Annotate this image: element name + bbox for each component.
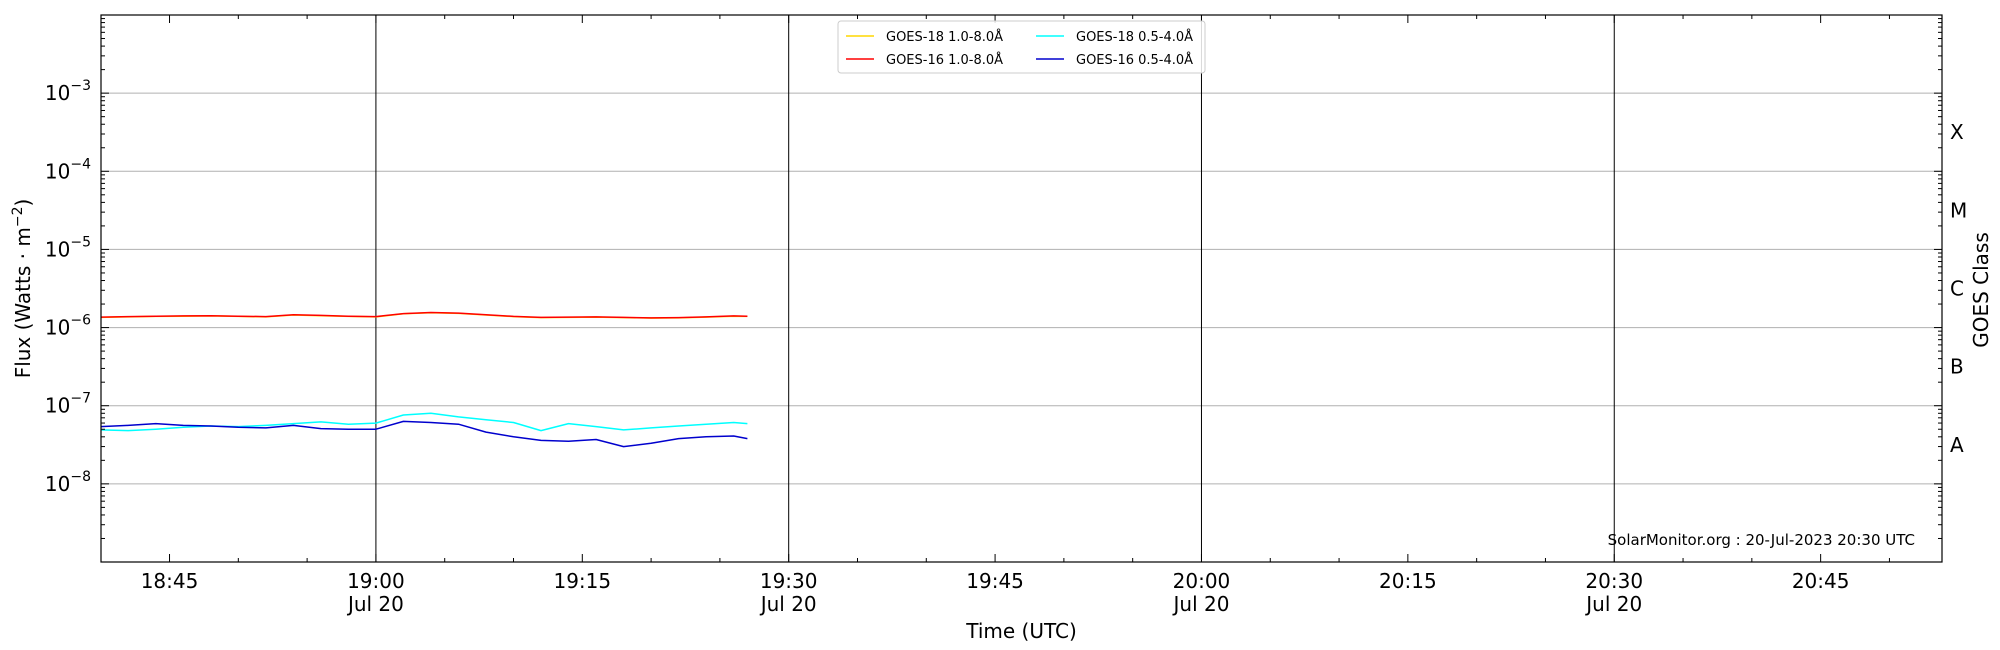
y-tick-exponent: −8 [70, 469, 91, 485]
goes-class-X: X [1950, 120, 1964, 144]
vertical-lines [375, 15, 1615, 562]
x-tick-label: 20:30 [1585, 569, 1643, 593]
y-tick-exponent: −5 [70, 234, 91, 250]
series-line-3 [100, 420, 748, 448]
legend-label-3: GOES-16 0.5-4.0Å [1076, 52, 1193, 68]
goes-class-labels: A B C M X [1950, 120, 1967, 457]
x-tick-label: 20:15 [1379, 569, 1437, 593]
goes-class-M: M [1950, 198, 1967, 222]
plot-frame [100, 14, 1943, 563]
y-tick-label: 10−4 [45, 156, 91, 183]
y-tick-label: 10−6 [45, 313, 91, 340]
y-tick-label: 10−5 [45, 234, 91, 261]
x-tick-label: 18:45 [141, 569, 199, 593]
x-tick-label: 19:45 [966, 569, 1024, 593]
x-axis-title: Time (UTC) [965, 619, 1077, 643]
x-tick-label: 19:30 [760, 569, 818, 593]
x-tick-label: 19:00 [347, 569, 405, 593]
x-tick-date-label: Jul 20 [1584, 592, 1642, 616]
y-tick-exponent: −7 [70, 391, 91, 407]
y-tick-exponent: −3 [70, 78, 91, 94]
y-axis-title-main: Flux (Watts · m [11, 227, 35, 378]
legend-label-0: GOES-18 1.0-8.0Å [886, 29, 1003, 45]
tick-marks [101, 15, 1942, 563]
goes-class-A: A [1950, 433, 1964, 457]
x-tick-label: 20:45 [1792, 569, 1850, 593]
watermark-text: SolarMonitor.org : 20-Jul-2023 20:30 UTC [1608, 531, 1915, 549]
y-tick-label: 10−3 [45, 78, 91, 105]
y-axis-title: Flux (Watts · m−2) [10, 199, 35, 379]
y-tick-base: 10 [45, 394, 70, 418]
legend: GOES-18 1.0-8.0Å GOES-18 0.5-4.0Å GOES-16 … [837, 20, 1206, 74]
y-tick-base: 10 [45, 237, 70, 261]
legend-label-2: GOES-16 1.0-8.0Å [886, 52, 1003, 68]
y-tick-exponent: −4 [70, 156, 91, 172]
y-tick-exponent: −6 [70, 313, 91, 329]
x-tick-label: 20:00 [1173, 569, 1231, 593]
y-tick-base: 10 [45, 81, 70, 105]
series-layer [100, 311, 748, 448]
x-tick-date-label: Jul 20 [346, 592, 404, 616]
y-tick-base: 10 [45, 316, 70, 340]
legend-label-1: GOES-18 0.5-4.0Å [1076, 29, 1193, 45]
series-line-1 [100, 311, 748, 319]
legend-box [837, 20, 1206, 74]
grid-layer [101, 92, 1942, 485]
x-tick-date-label: Jul 20 [759, 592, 817, 616]
y-axis-title-close: ) [11, 199, 35, 207]
y-axis-title-sup: −2 [10, 207, 26, 228]
y-tick-labels: 10−810−710−610−510−410−3 [45, 78, 91, 496]
goes-class-B: B [1950, 355, 1964, 379]
y-tick-label: 10−7 [45, 391, 91, 418]
goes-class-axis-title: GOES Class [1969, 232, 1993, 348]
x-tick-label: 19:15 [553, 569, 611, 593]
y-tick-base: 10 [45, 472, 70, 496]
y-tick-label: 10−8 [45, 469, 91, 496]
x-tick-date-label: Jul 20 [1172, 592, 1230, 616]
goes-class-C: C [1950, 277, 1964, 301]
y-tick-base: 10 [45, 159, 70, 183]
